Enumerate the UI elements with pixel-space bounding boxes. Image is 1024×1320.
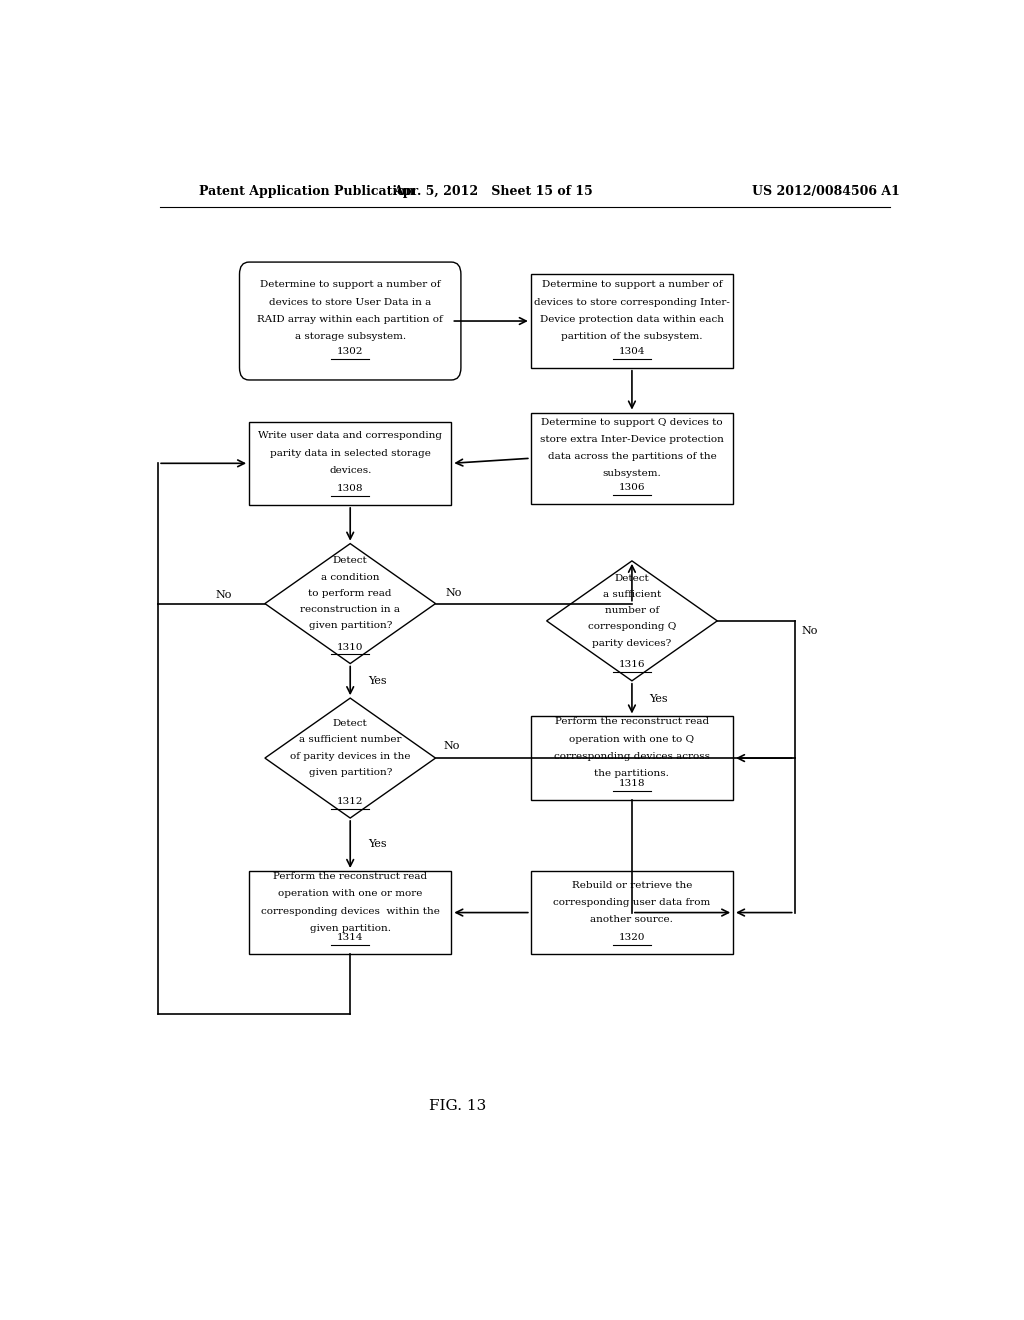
Text: Device protection data within each: Device protection data within each xyxy=(540,315,724,323)
FancyBboxPatch shape xyxy=(530,717,733,800)
Polygon shape xyxy=(547,561,717,681)
Text: Rebuild or retrieve the: Rebuild or retrieve the xyxy=(571,880,692,890)
Text: Detect: Detect xyxy=(333,719,368,729)
Text: devices to store corresponding Inter-: devices to store corresponding Inter- xyxy=(534,298,730,306)
Text: 1312: 1312 xyxy=(337,797,364,807)
FancyBboxPatch shape xyxy=(240,263,461,380)
Text: Determine to support a number of: Determine to support a number of xyxy=(260,280,440,289)
Text: data across the partitions of the: data across the partitions of the xyxy=(548,453,717,461)
Text: the partitions.: the partitions. xyxy=(595,770,670,779)
Text: subsystem.: subsystem. xyxy=(602,470,662,478)
Text: Patent Application Publication: Patent Application Publication xyxy=(200,185,415,198)
Text: No: No xyxy=(801,626,817,636)
Text: Yes: Yes xyxy=(368,676,386,686)
Text: 1302: 1302 xyxy=(337,347,364,356)
Text: No: No xyxy=(215,590,231,601)
Text: No: No xyxy=(445,589,462,598)
Text: Detect: Detect xyxy=(333,557,368,565)
Text: Perform the reconstruct read: Perform the reconstruct read xyxy=(555,718,709,726)
FancyBboxPatch shape xyxy=(249,421,452,506)
Text: given partition?: given partition? xyxy=(308,768,392,776)
Text: partition of the subsystem.: partition of the subsystem. xyxy=(561,333,702,342)
Text: 1306: 1306 xyxy=(618,483,645,492)
Text: 1314: 1314 xyxy=(337,933,364,942)
Text: Determine to support a number of: Determine to support a number of xyxy=(542,280,722,289)
Text: corresponding devices  within the: corresponding devices within the xyxy=(261,907,439,916)
Text: 1320: 1320 xyxy=(618,933,645,942)
Text: a condition: a condition xyxy=(321,573,380,582)
Text: given partition?: given partition? xyxy=(308,622,392,631)
Polygon shape xyxy=(265,544,435,664)
FancyBboxPatch shape xyxy=(249,871,452,954)
Text: devices to store User Data in a: devices to store User Data in a xyxy=(269,298,431,306)
Text: given partition.: given partition. xyxy=(309,924,391,933)
Text: number of: number of xyxy=(605,606,659,615)
Text: US 2012/0084506 A1: US 2012/0084506 A1 xyxy=(753,185,900,198)
Text: Detect: Detect xyxy=(614,574,649,582)
Text: operation with one to Q: operation with one to Q xyxy=(569,735,694,743)
Text: 1316: 1316 xyxy=(618,660,645,669)
Text: reconstruction in a: reconstruction in a xyxy=(300,605,400,614)
Text: Apr. 5, 2012   Sheet 15 of 15: Apr. 5, 2012 Sheet 15 of 15 xyxy=(393,185,593,198)
Text: of parity devices in the: of parity devices in the xyxy=(290,751,411,760)
Text: Perform the reconstruct read: Perform the reconstruct read xyxy=(273,873,427,880)
FancyBboxPatch shape xyxy=(530,275,733,368)
Text: No: No xyxy=(443,741,460,751)
Text: corresponding devices across: corresponding devices across xyxy=(554,752,710,762)
Text: 1318: 1318 xyxy=(618,779,645,788)
Text: RAID array within each partition of: RAID array within each partition of xyxy=(257,315,443,323)
Text: 1310: 1310 xyxy=(337,643,364,652)
Text: Determine to support Q devices to: Determine to support Q devices to xyxy=(541,417,723,426)
Text: Yes: Yes xyxy=(368,840,386,850)
Text: FIG. 13: FIG. 13 xyxy=(429,1098,486,1113)
Text: a sufficient: a sufficient xyxy=(603,590,662,599)
Text: Yes: Yes xyxy=(649,693,668,704)
FancyBboxPatch shape xyxy=(530,413,733,504)
Text: a sufficient number: a sufficient number xyxy=(299,735,401,744)
Polygon shape xyxy=(265,698,435,818)
Text: 1308: 1308 xyxy=(337,484,364,494)
Text: a storage subsystem.: a storage subsystem. xyxy=(295,333,406,342)
Text: devices.: devices. xyxy=(329,466,372,475)
Text: parity devices?: parity devices? xyxy=(592,639,672,648)
Text: Write user data and corresponding: Write user data and corresponding xyxy=(258,432,442,441)
Text: corresponding user data from: corresponding user data from xyxy=(553,898,711,907)
Text: corresponding Q: corresponding Q xyxy=(588,623,676,631)
Text: to perform read: to perform read xyxy=(308,589,392,598)
Text: operation with one or more: operation with one or more xyxy=(279,890,422,899)
Text: 1304: 1304 xyxy=(618,347,645,356)
FancyBboxPatch shape xyxy=(530,871,733,954)
Text: store extra Inter-Device protection: store extra Inter-Device protection xyxy=(540,434,724,444)
Text: parity data in selected storage: parity data in selected storage xyxy=(269,449,431,458)
Text: another source.: another source. xyxy=(591,915,674,924)
